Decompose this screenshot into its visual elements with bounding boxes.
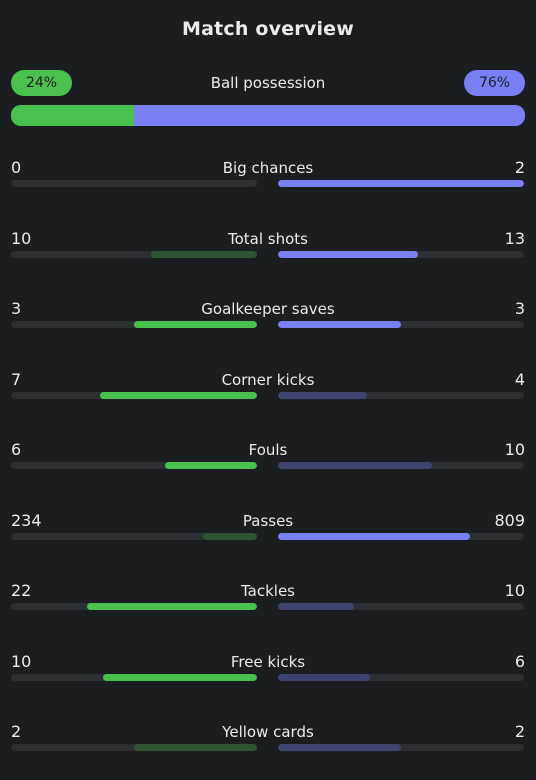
- away-stat-track: [278, 532, 524, 540]
- home-stat-track: [11, 744, 257, 751]
- away-stat-bar: [278, 532, 470, 540]
- stat-row: 3 Goalkeeper saves 3: [11, 299, 525, 339]
- possession-bar: [11, 105, 525, 126]
- home-stat-bar: [202, 532, 257, 540]
- away-stat-bar: [278, 391, 367, 399]
- away-stat-track: [278, 462, 524, 469]
- stat-row: 10 Free kicks 6: [11, 652, 525, 692]
- home-stat-value: 10: [11, 228, 32, 248]
- home-stat-value: 6: [11, 440, 22, 459]
- home-stat-bar: [99, 391, 257, 399]
- away-stat-value: 2: [514, 722, 525, 741]
- stat-row: 7 Corner kicks 4: [11, 370, 525, 410]
- home-stat-value: 7: [11, 369, 22, 389]
- home-stat-track: [11, 673, 257, 681]
- home-stat-bar: [87, 603, 257, 610]
- home-stat-value: 22: [11, 581, 32, 600]
- away-stat-bar: [278, 321, 401, 328]
- stat-label: Total shots: [228, 229, 308, 248]
- home-stat-bar: [151, 250, 257, 258]
- home-stat-value: 3: [11, 299, 22, 318]
- stat-label: Fouls: [248, 441, 288, 459]
- away-stat-bar: [278, 250, 419, 258]
- possession-header: 24% Ball possession 76%: [11, 70, 525, 96]
- away-stat-track: [278, 321, 524, 328]
- home-stat-bar: [134, 321, 257, 328]
- away-stat-value: 10: [504, 581, 525, 600]
- home-stat-bar: [134, 744, 257, 751]
- stat-label: Big chances: [222, 159, 314, 177]
- page-title: Match overview: [181, 18, 355, 40]
- away-stat-value: 6: [514, 651, 525, 671]
- home-stat-track: [11, 462, 257, 469]
- home-stat-track: [11, 250, 257, 258]
- away-stat-track: [278, 391, 524, 399]
- stat-row: 234 Passes 809: [11, 511, 525, 551]
- stat-row: 0 Big chances 2: [11, 158, 525, 198]
- stat-label: Corner kicks: [221, 370, 315, 389]
- home-stat-value: 234: [11, 510, 42, 530]
- stat-label: Yellow cards: [222, 723, 314, 741]
- away-stat-bar: [278, 673, 371, 681]
- home-stat-track: [11, 180, 257, 187]
- away-stat-value: 10: [504, 440, 525, 459]
- away-stat-value: 809: [494, 510, 525, 530]
- stat-row: 6 Fouls 10: [11, 440, 525, 480]
- home-stat-track: [11, 603, 257, 610]
- home-stat-value: 10: [11, 651, 32, 671]
- home-stat-track: [11, 391, 257, 399]
- away-stat-bar: [278, 744, 401, 751]
- away-stat-track: [278, 744, 524, 751]
- away-stat-track: [278, 250, 524, 258]
- away-stat-track: [278, 603, 524, 610]
- away-possession-badge: 76%: [464, 70, 525, 96]
- away-stat-value: 2: [514, 158, 525, 177]
- stat-label: Free kicks: [230, 652, 306, 671]
- possession-label: Ball possession: [210, 74, 326, 92]
- away-stat-bar: [278, 462, 432, 469]
- stat-label: Goalkeeper saves: [201, 300, 335, 318]
- home-stat-track: [11, 532, 257, 540]
- away-stat-value: 3: [514, 299, 525, 318]
- home-stat-value: 0: [11, 158, 22, 177]
- home-possession-badge: 24%: [11, 70, 72, 96]
- home-stat-track: [11, 321, 257, 328]
- home-stat-bar: [103, 673, 257, 681]
- home-stat-value: 2: [11, 722, 22, 741]
- away-stat-bar: [278, 603, 355, 610]
- stat-label: Passes: [242, 511, 294, 530]
- home-stat-bar: [164, 462, 257, 469]
- stat-label: Tackles: [240, 582, 296, 600]
- stat-row: 2 Yellow cards 2: [11, 722, 525, 762]
- away-stat-track: [278, 673, 524, 681]
- away-stat-value: 13: [504, 228, 525, 248]
- away-stat-track: [278, 180, 524, 187]
- stat-row: 22 Tackles 10: [11, 581, 525, 621]
- away-stat-value: 4: [514, 369, 525, 389]
- possession-bar-away: [134, 105, 525, 126]
- stat-row: 10 Total shots 13: [11, 229, 525, 269]
- possession-bar-home: [11, 105, 135, 126]
- away-stat-bar: [278, 180, 524, 187]
